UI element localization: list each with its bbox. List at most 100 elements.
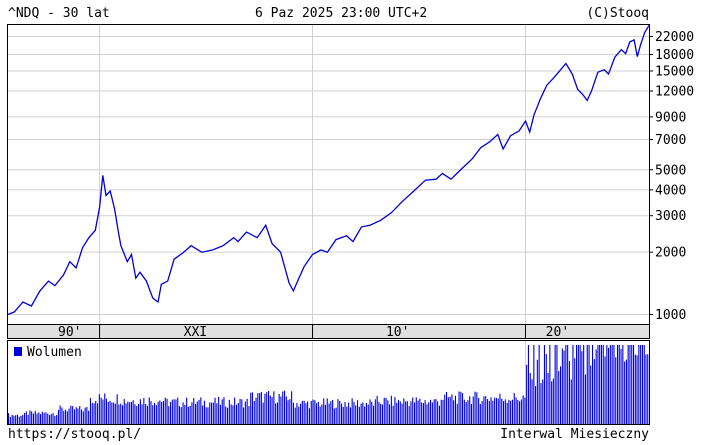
volume-bar — [568, 361, 570, 424]
source-url[interactable]: https://stooq.pl/ — [8, 427, 142, 442]
volume-bar — [378, 402, 380, 424]
volume-bar — [449, 396, 451, 424]
volume-bar — [624, 361, 626, 424]
volume-bar — [11, 414, 13, 424]
volume-bar — [504, 399, 506, 424]
volume-bar — [492, 400, 494, 424]
volume-bar — [444, 394, 446, 424]
volume-bar — [282, 391, 284, 424]
volume-bar — [565, 345, 567, 424]
volume-bar — [100, 397, 102, 424]
volume-bar — [369, 399, 371, 424]
volume-bar — [406, 401, 408, 424]
volume-bar — [634, 354, 636, 424]
volume-bar — [41, 411, 43, 424]
volume-bar — [134, 404, 136, 424]
volume-bar — [440, 399, 442, 424]
x-axis-band-bg — [7, 324, 650, 339]
volume-bar — [209, 402, 211, 424]
volume-bar — [25, 411, 27, 424]
volume-bar — [396, 402, 398, 424]
volume-bar — [241, 399, 243, 424]
y-tick-label: 1000 — [655, 308, 686, 323]
volume-bar — [228, 399, 230, 424]
volume-bar — [77, 408, 79, 424]
volume-bar — [130, 401, 132, 424]
volume-bar — [123, 399, 125, 424]
volume-bar — [577, 345, 579, 424]
volume-bar — [173, 399, 175, 424]
volume-bar — [248, 406, 250, 424]
x-band-label: XXI — [184, 325, 207, 340]
volume-bar — [63, 410, 65, 424]
volume-bar — [178, 406, 180, 424]
volume-bar — [262, 402, 264, 424]
price-series-line — [7, 25, 650, 316]
volume-bar — [246, 398, 248, 424]
volume-bar — [8, 413, 10, 424]
volume-bar — [494, 397, 496, 424]
volume-bar — [300, 403, 302, 424]
volume-bar — [235, 404, 237, 424]
volume-bar — [132, 400, 134, 424]
volume-bar — [463, 399, 465, 424]
volume-bar — [588, 345, 590, 424]
volume-bar — [383, 397, 385, 424]
volume-bar — [613, 345, 615, 424]
volume-bar — [171, 399, 173, 424]
volume-bar — [572, 345, 574, 424]
volume-bar — [392, 405, 394, 424]
y-tick-label: 22000 — [655, 30, 694, 45]
volume-bar — [583, 345, 585, 424]
volume-bar — [490, 397, 492, 424]
volume-bar — [438, 405, 440, 424]
volume-bar — [138, 404, 140, 424]
volume-bar — [68, 408, 70, 424]
volume-bar — [337, 399, 339, 424]
volume-bar — [405, 401, 407, 424]
volume-bar — [643, 345, 645, 424]
volume-bar — [529, 373, 531, 424]
volume-bar — [625, 359, 627, 424]
volume-bar — [120, 403, 122, 424]
volume-bar — [328, 403, 330, 424]
volume-bar — [271, 397, 273, 424]
volume-bar — [118, 404, 120, 424]
volume-bar — [27, 414, 29, 424]
volume-bar — [447, 397, 449, 424]
volume-bar — [308, 408, 310, 424]
volume-bar — [266, 392, 268, 424]
volume-bar — [465, 401, 467, 424]
volume-bar — [79, 406, 81, 424]
volume-bar — [255, 397, 257, 424]
volume-bar — [202, 405, 204, 424]
volume-bar — [511, 399, 513, 424]
volume-bar — [604, 356, 606, 424]
volume-bar — [221, 399, 223, 424]
volume-bar — [70, 405, 72, 424]
volume-bar — [268, 391, 270, 424]
volume-bar — [522, 395, 524, 424]
volume-bar — [145, 404, 147, 424]
volume-bar — [348, 402, 350, 424]
x-axis-band: 90' XXI 10' 20' — [7, 324, 650, 340]
volume-bar — [280, 396, 282, 424]
volume-bar — [346, 406, 348, 424]
volume-bar — [360, 403, 362, 424]
volume-bar — [296, 403, 298, 424]
volume-bar — [422, 403, 424, 424]
volume-bar — [251, 392, 253, 424]
volume-bar — [34, 410, 36, 424]
volume-bar — [89, 398, 91, 424]
volume-bar — [645, 354, 647, 424]
volume-bar — [456, 403, 458, 424]
volume-bar — [506, 402, 508, 424]
volume-bar — [157, 401, 159, 424]
volume-bar — [410, 401, 412, 424]
volume-bar — [362, 402, 364, 424]
volume-bar — [428, 402, 430, 424]
volume-bar — [373, 405, 375, 424]
volume-bar — [519, 401, 521, 424]
volume-bar — [143, 398, 145, 424]
